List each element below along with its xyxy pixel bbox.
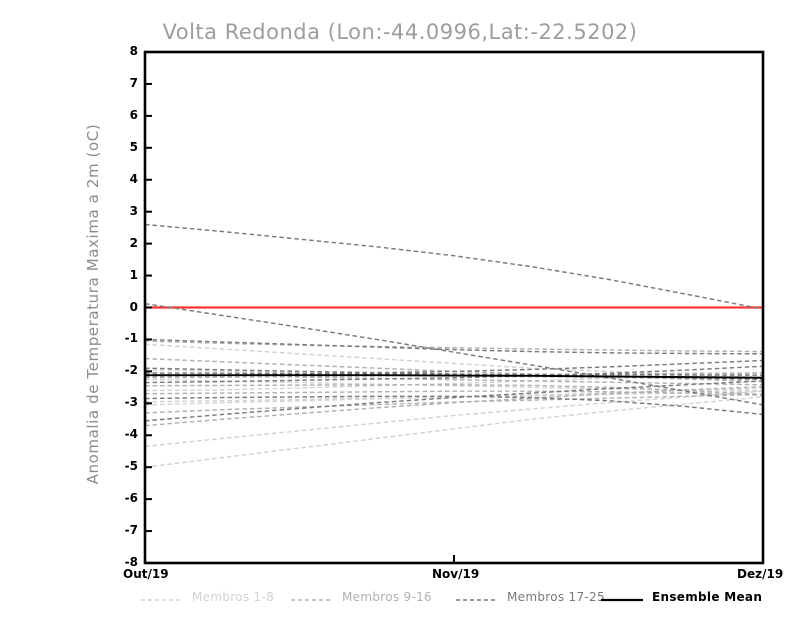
y-tick-label: -3 [124,395,138,410]
series-layer [144,223,764,468]
y-tick-label: 0 [129,299,138,314]
x-tick-label: Out/19 [123,567,169,581]
y-tick-label: 6 [129,107,138,122]
y-tick-label: 3 [129,203,138,218]
y-tick-label: 2 [129,235,138,250]
series-line [144,372,764,392]
y-tick-label: 1 [129,267,138,282]
legend-swatch-icon [140,591,184,603]
series-line [144,373,764,386]
y-tick-label: -2 [124,363,138,378]
legend-swatch-icon [455,591,499,603]
series-line [144,223,764,310]
series-line [144,359,764,377]
legend-swatch-icon [600,591,644,603]
series-line [144,365,764,384]
series-line [144,390,764,448]
legend-entry[interactable]: Membros 17-25 [455,588,605,606]
series-line [144,385,764,427]
series-line [144,338,764,355]
legend-swatch-icon [290,591,334,603]
legend-label: Ensemble Mean [652,590,763,604]
axes-layer [143,50,765,565]
series-line [144,343,764,379]
y-tick-label: -5 [124,459,138,474]
x-tick-label: Nov/19 [432,567,480,581]
y-tick-label: 5 [129,139,138,154]
y-tick-label: -6 [124,491,138,506]
series-line [144,384,764,396]
legend-entry[interactable]: Membros 9-16 [290,588,432,606]
y-tick-label: 4 [129,171,138,186]
series-line [144,302,764,406]
chart-legend: Membros 1-8 Membros 9-16 Membros 17-25 Ense… [0,588,800,610]
series-line [144,395,764,416]
series-line [145,374,764,379]
y-tick-label: -8 [124,555,138,569]
series-line [144,372,764,376]
legend-label: Membros 9-16 [342,590,432,604]
y-tick-label: -7 [124,523,138,538]
y-tick-label: 8 [129,44,138,58]
series-line [144,380,764,422]
legend-entry[interactable]: Ensemble Mean [600,588,762,606]
y-tick-label: 7 [129,75,138,90]
y-tick-label: -4 [124,427,138,442]
series-line [144,390,764,397]
chart-title: Volta Redonda (Lon:-44.0996,Lat:-22.5202… [162,20,638,44]
legend-entry[interactable]: Membros 1-8 [140,588,274,606]
legend-label: Membros 17-25 [507,590,605,604]
series-line [144,340,764,353]
series-line [144,396,764,468]
y-tick-label: -1 [124,331,138,346]
legend-label: Membros 1-8 [192,590,275,604]
series-line [144,378,764,392]
x-tick-label: Dez/19 [737,567,784,581]
